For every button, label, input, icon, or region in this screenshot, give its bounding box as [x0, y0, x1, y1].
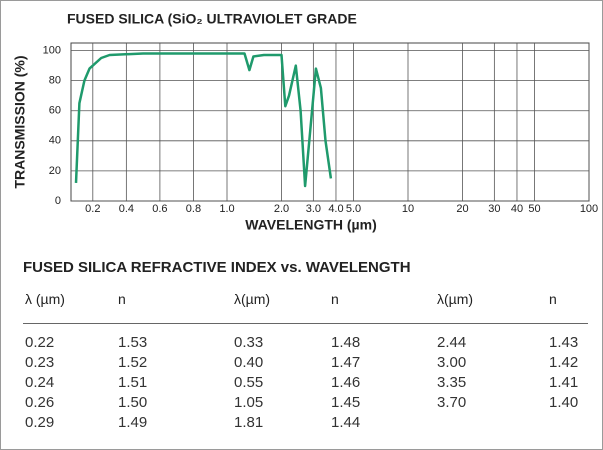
column-header: n: [549, 291, 557, 307]
y-tick-label: 0: [55, 195, 61, 207]
table-cell: 3.70: [437, 394, 467, 411]
table-cell: 1.81: [234, 414, 264, 431]
table-cell: 1.49: [118, 414, 148, 431]
table-cell: 2.44: [437, 334, 467, 351]
column-header: λ (µm): [25, 291, 65, 307]
x-tick-label: 5.0: [346, 203, 361, 215]
column-header: n: [118, 291, 126, 307]
column-header: n: [331, 291, 339, 307]
table-cell: 0.40: [234, 354, 264, 371]
column-header: λ(µm): [437, 291, 474, 307]
table-cell: 0.55: [234, 374, 264, 391]
x-tick-label: 0.4: [119, 203, 134, 215]
table-cell: 1.52: [118, 354, 148, 371]
table-cell: 1.43: [549, 334, 579, 351]
chart-title: FUSED SILICA (SiO₂ ULTRAVIOLET GRADE: [67, 11, 357, 27]
transmission-line: [74, 52, 333, 188]
x-tick-label: 50: [528, 203, 540, 215]
table-cell: 1.05: [234, 394, 264, 411]
table-cell: 0.22: [25, 334, 55, 351]
x-tick-label: 10: [402, 203, 414, 215]
table-cell: 1.53: [118, 334, 148, 351]
y-tick-label: 40: [49, 135, 61, 147]
y-axis-label: TRANSMISSION (%): [12, 56, 28, 189]
table-cell: 1.42: [549, 354, 579, 371]
table-cell: 0.24: [25, 374, 55, 391]
table-cell: 0.26: [25, 394, 55, 411]
header-rule: [23, 323, 588, 324]
x-tick-label: 30: [488, 203, 500, 215]
x-tick-label: 4.0: [328, 203, 343, 215]
column-header: λ(µm): [234, 291, 271, 307]
x-tick-label: 20: [456, 203, 468, 215]
x-tick-label: 3.0: [306, 203, 321, 215]
x-tick-label: 100: [580, 203, 598, 215]
chart: FUSED SILICA (SiO₂ ULTRAVIOLET GRADE TRA…: [12, 11, 598, 233]
table-cell: 1.44: [331, 414, 361, 431]
table-cell: 0.29: [25, 414, 55, 431]
y-tick-label: 20: [49, 165, 61, 177]
table-cell: 1.51: [118, 374, 148, 391]
table-cell: 1.48: [331, 334, 361, 351]
x-tick-label: 1.0: [219, 203, 234, 215]
table-cell: 1.41: [549, 374, 579, 391]
table-cell: 1.45: [331, 394, 361, 411]
x-tick-label: 0.2: [85, 203, 100, 215]
x-tick-label: 0.6: [152, 203, 167, 215]
table-cell: 3.00: [437, 354, 467, 371]
table-cell: 1.47: [331, 354, 361, 371]
table-title: FUSED SILICA REFRACTIVE INDEX vs. WAVELE…: [23, 259, 411, 276]
y-tick-label: 100: [43, 44, 61, 56]
table-cell: 0.23: [25, 354, 55, 371]
y-tick-label: 60: [49, 105, 61, 117]
x-tick-label: 2.0: [274, 203, 289, 215]
y-tick-label: 80: [49, 75, 61, 87]
x-tick-label: 0.8: [186, 203, 201, 215]
x-tick-label: 40: [511, 203, 523, 215]
table-cell: 1.40: [549, 394, 579, 411]
table-cell: 1.46: [331, 374, 361, 391]
table-cell: 3.35: [437, 374, 467, 391]
table-cell: 0.33: [234, 334, 264, 351]
table-cell: 1.50: [118, 394, 148, 411]
x-axis-label: WAVELENGTH (µm): [245, 217, 376, 233]
